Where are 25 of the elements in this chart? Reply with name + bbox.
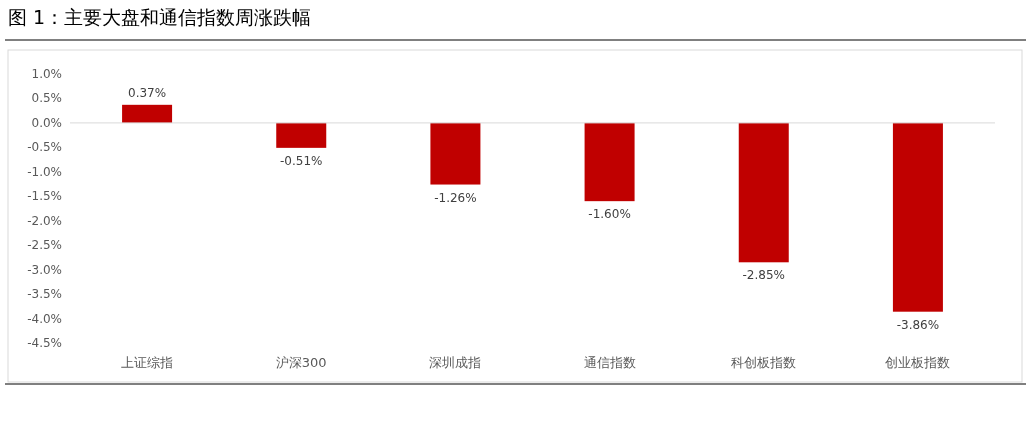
data-label: -2.85% — [742, 268, 785, 283]
x-tick-label: 科创板指数 — [731, 355, 797, 370]
data-label: -1.26% — [434, 190, 477, 205]
y-tick-label: -2.5% — [27, 238, 62, 253]
y-tick-label: -1.0% — [27, 164, 62, 179]
y-tick-label: 1.0% — [31, 67, 62, 81]
x-tick-label: 上证综指 — [121, 355, 174, 370]
y-tick-label: -0.5% — [27, 140, 62, 155]
x-tick-label: 深圳成指 — [429, 355, 482, 370]
y-tick-label: -3.0% — [27, 262, 62, 277]
y-tick-label: 0.0% — [31, 115, 62, 130]
data-label: -3.86% — [896, 317, 940, 332]
chart-title: 图 1：主要大盘和通信指数周涨跌幅 — [8, 6, 312, 28]
y-tick-label: -1.5% — [27, 189, 62, 204]
data-label: 0.37% — [128, 85, 167, 100]
y-tick-label: 0.5% — [31, 91, 62, 106]
x-tick-label: 创业板指数 — [885, 355, 951, 370]
y-tick-label: -4.0% — [27, 311, 62, 326]
y-tick-label: -4.5% — [27, 336, 62, 350]
y-tick-label: -2.0% — [27, 213, 62, 228]
x-tick-label: 通信指数 — [583, 355, 636, 370]
y-tick-label: -3.5% — [27, 287, 62, 302]
x-tick-label: 沪深300 — [275, 355, 327, 370]
data-label: -0.51% — [280, 153, 323, 168]
data-label: -1.60% — [588, 207, 631, 222]
